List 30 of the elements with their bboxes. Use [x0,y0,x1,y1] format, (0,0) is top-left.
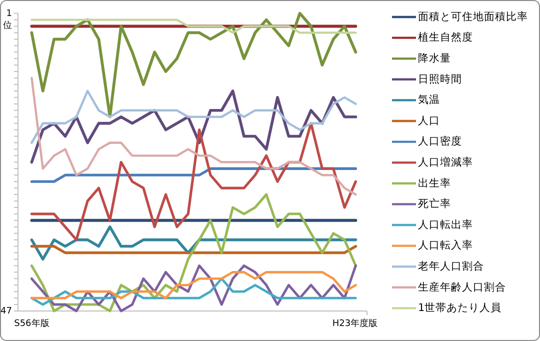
legend-label: 死亡率 [418,197,451,210]
line-series [30,264,357,312]
line-series [30,76,357,196]
legend-label: 日照時間 [418,72,462,86]
legend-label: 人口転入率 [418,238,473,252]
legend-label: 出生率 [418,176,451,190]
legend-label: 1世帯あたり人員 [418,301,502,314]
line-series [30,225,358,261]
legend-label: 老年人口割合 [418,259,484,272]
legend-label: 気温 [418,94,440,106]
legend-label: 人口密度 [418,134,462,148]
line-series [30,277,357,306]
line-series [30,90,357,144]
legend-label: 降水量 [418,51,451,64]
legend-label: 生産年齢人口割合 [418,280,506,294]
y-tick-label: 1 [6,8,12,19]
line-series [30,271,357,300]
y-axis-title: 位 [3,20,12,31]
legend-label: 人口転出率 [418,218,473,231]
line-series [30,90,358,164]
line-series [30,12,358,118]
legend-label: 人口 [418,114,440,127]
legend-label: 面積と可住地面積比率 [418,10,528,23]
x-tick-label: S56年版 [14,318,50,329]
legend-label: 植生自然度 [418,30,473,44]
line-series [30,193,357,312]
x-tick-label: H23年度版 [332,318,378,329]
line-series [30,122,357,242]
legend-label: 人口増減率 [418,155,473,168]
y-tick-label: 47 [0,306,12,316]
